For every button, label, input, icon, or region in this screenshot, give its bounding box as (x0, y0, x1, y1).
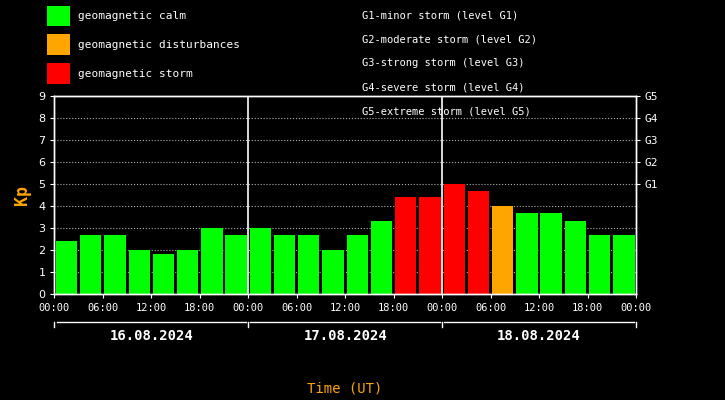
Bar (249, 228, 271, 294)
Text: G4-severe storm (level G4): G4-severe storm (level G4) (362, 82, 525, 92)
Bar (128, 250, 150, 294)
Text: 16.08.2024: 16.08.2024 (109, 329, 193, 343)
Bar (177, 250, 199, 294)
Text: geomagnetic disturbances: geomagnetic disturbances (78, 40, 239, 50)
Bar (274, 234, 295, 294)
Bar (589, 234, 610, 294)
Bar (153, 254, 174, 294)
Bar (565, 222, 586, 294)
Text: geomagnetic calm: geomagnetic calm (78, 11, 186, 21)
Bar (371, 222, 392, 294)
Text: Time (UT): Time (UT) (307, 382, 383, 396)
Text: geomagnetic storm: geomagnetic storm (78, 69, 192, 78)
Bar (468, 190, 489, 294)
Bar (492, 206, 513, 294)
Bar (419, 197, 441, 294)
Bar (323, 250, 344, 294)
Bar (541, 213, 562, 294)
Bar (56, 241, 77, 294)
Bar (298, 234, 320, 294)
Bar (516, 213, 537, 294)
Bar (80, 234, 102, 294)
Text: G5-extreme storm (level G5): G5-extreme storm (level G5) (362, 106, 531, 116)
Text: 18.08.2024: 18.08.2024 (497, 329, 581, 343)
Bar (202, 228, 223, 294)
Text: G2-moderate storm (level G2): G2-moderate storm (level G2) (362, 34, 537, 44)
Text: G3-strong storm (level G3): G3-strong storm (level G3) (362, 58, 525, 68)
Bar (444, 184, 465, 294)
Bar (347, 234, 368, 294)
Bar (613, 234, 634, 294)
Bar (225, 234, 246, 294)
Bar (395, 197, 416, 294)
Text: G1-minor storm (level G1): G1-minor storm (level G1) (362, 10, 519, 20)
Bar (104, 234, 125, 294)
Y-axis label: Kp: Kp (13, 185, 31, 205)
Text: 17.08.2024: 17.08.2024 (303, 329, 387, 343)
